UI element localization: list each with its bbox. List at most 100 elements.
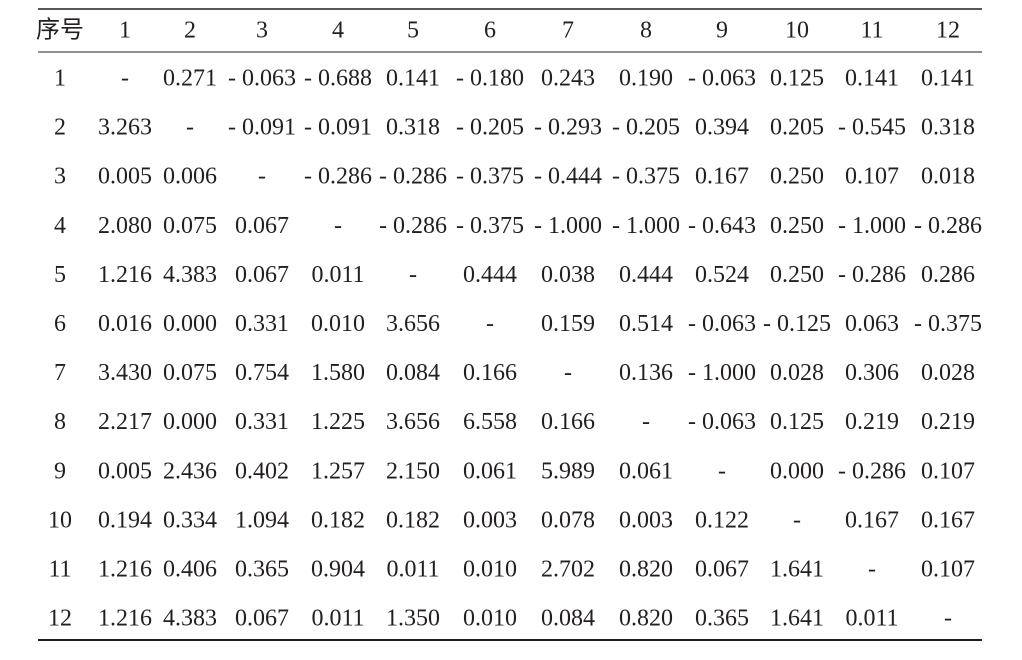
cell: 0.182	[311, 507, 365, 533]
cell: - 0.643	[688, 213, 756, 239]
cell: - 0.286	[838, 458, 906, 484]
cell: 1.350	[386, 606, 440, 632]
cell: 0.904	[311, 557, 365, 583]
cell: 0.011	[386, 557, 439, 583]
cell: 0.016	[98, 311, 152, 337]
cell: -	[186, 115, 194, 141]
cell: 1.257	[311, 458, 365, 484]
cell: 0.402	[235, 458, 289, 484]
header-cell: 5	[407, 18, 419, 44]
cell: 2.150	[386, 458, 440, 484]
cell: 0.125	[770, 409, 824, 435]
cell: 1.225	[311, 409, 365, 435]
cell: 6.558	[463, 409, 517, 435]
cell: 0.306	[845, 360, 899, 386]
cell: 0.820	[619, 557, 673, 583]
cell: 0.167	[845, 507, 899, 533]
header-cell: 7	[562, 18, 574, 44]
cell: - 0.375	[914, 311, 982, 337]
cell: 0.334	[163, 507, 217, 533]
cell: - 1.000	[838, 213, 906, 239]
header-cell: 4	[332, 18, 344, 44]
cell: 0.078	[541, 507, 595, 533]
cell: 0.318	[386, 115, 440, 141]
cell: 0.194	[98, 507, 152, 533]
cell: 0.010	[463, 606, 517, 632]
cell: 0.159	[541, 311, 595, 337]
cell: 0.250	[770, 164, 824, 190]
cell: 0.444	[619, 262, 673, 288]
cell: 2.080	[98, 213, 152, 239]
cell: 0.038	[541, 262, 595, 288]
cell: 0.166	[463, 360, 517, 386]
cell: 0.011	[311, 606, 364, 632]
cell: 0.136	[619, 360, 673, 386]
cell: 3.656	[386, 409, 440, 435]
cell: 0.243	[541, 66, 595, 92]
cell: 4.383	[163, 262, 217, 288]
cell: 0.028	[921, 360, 975, 386]
header-cell: 10	[785, 18, 809, 44]
cell: 5.989	[541, 458, 595, 484]
cell: 2.436	[163, 458, 217, 484]
cell: 0.365	[695, 606, 749, 632]
cell: 0.018	[921, 164, 975, 190]
cell: 0.000	[163, 311, 217, 337]
cell: - 0.063	[228, 66, 296, 92]
row-label: 4	[54, 213, 66, 239]
cell: - 0.286	[379, 213, 447, 239]
cell: -	[334, 213, 342, 239]
cell: 0.084	[386, 360, 440, 386]
row-label: 3	[54, 164, 66, 190]
cell: 0.219	[921, 409, 975, 435]
cell: 0.028	[770, 360, 824, 386]
cell: - 0.063	[688, 409, 756, 435]
cell: - 0.293	[534, 115, 602, 141]
cell: - 0.286	[914, 213, 982, 239]
header-cell: 8	[640, 18, 652, 44]
cell: -	[868, 557, 876, 583]
cell: -	[642, 409, 650, 435]
row-label: 1	[54, 66, 66, 92]
cell: 0.067	[235, 606, 289, 632]
cell: - 0.444	[534, 164, 602, 190]
cell: - 0.205	[456, 115, 524, 141]
cell: 0.063	[845, 311, 899, 337]
row-label: 10	[48, 507, 72, 533]
cell: 0.250	[770, 213, 824, 239]
cell: 0.084	[541, 606, 595, 632]
cell: 0.365	[235, 557, 289, 583]
cell: 0.406	[163, 557, 217, 583]
cell: 0.003	[463, 507, 517, 533]
header-cell: 6	[484, 18, 496, 44]
cell: - 0.063	[688, 66, 756, 92]
cell: - 0.286	[838, 262, 906, 288]
cell: 0.250	[770, 262, 824, 288]
cell: 0.444	[463, 262, 517, 288]
cell: 0.067	[235, 213, 289, 239]
cell: 0.394	[695, 115, 749, 141]
cell: 0.514	[619, 311, 673, 337]
cell: -	[793, 507, 801, 533]
cell: 0.190	[619, 66, 673, 92]
row-label: 8	[54, 409, 66, 435]
cell: - 0.545	[838, 115, 906, 141]
row-label: 6	[54, 311, 66, 337]
cell: - 0.205	[612, 115, 680, 141]
row-label: 11	[48, 557, 71, 583]
cell: 2.217	[98, 409, 152, 435]
cell: - 0.688	[304, 66, 372, 92]
cell: 0.005	[98, 458, 152, 484]
cell: 0.010	[463, 557, 517, 583]
cell: 0.182	[386, 507, 440, 533]
cell: 0.011	[311, 262, 364, 288]
cell: 0.061	[463, 458, 517, 484]
cell: 0.011	[845, 606, 898, 632]
cell: 0.067	[695, 557, 749, 583]
cell: 0.205	[770, 115, 824, 141]
cell: - 0.375	[612, 164, 680, 190]
cell: 3.263	[98, 115, 152, 141]
cell: 0.107	[921, 458, 975, 484]
row-label: 2	[54, 115, 66, 141]
